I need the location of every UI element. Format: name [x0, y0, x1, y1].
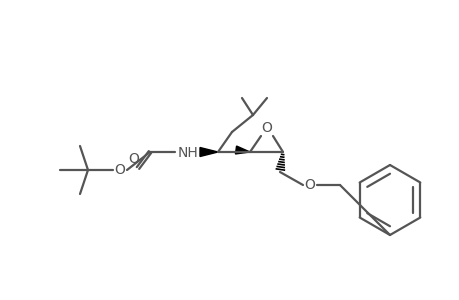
- Text: O: O: [114, 163, 125, 177]
- Text: O: O: [128, 152, 139, 166]
- Text: O: O: [304, 178, 315, 192]
- Polygon shape: [200, 148, 218, 157]
- Text: O: O: [261, 121, 272, 135]
- Text: NH: NH: [177, 146, 198, 160]
- Polygon shape: [235, 146, 249, 154]
